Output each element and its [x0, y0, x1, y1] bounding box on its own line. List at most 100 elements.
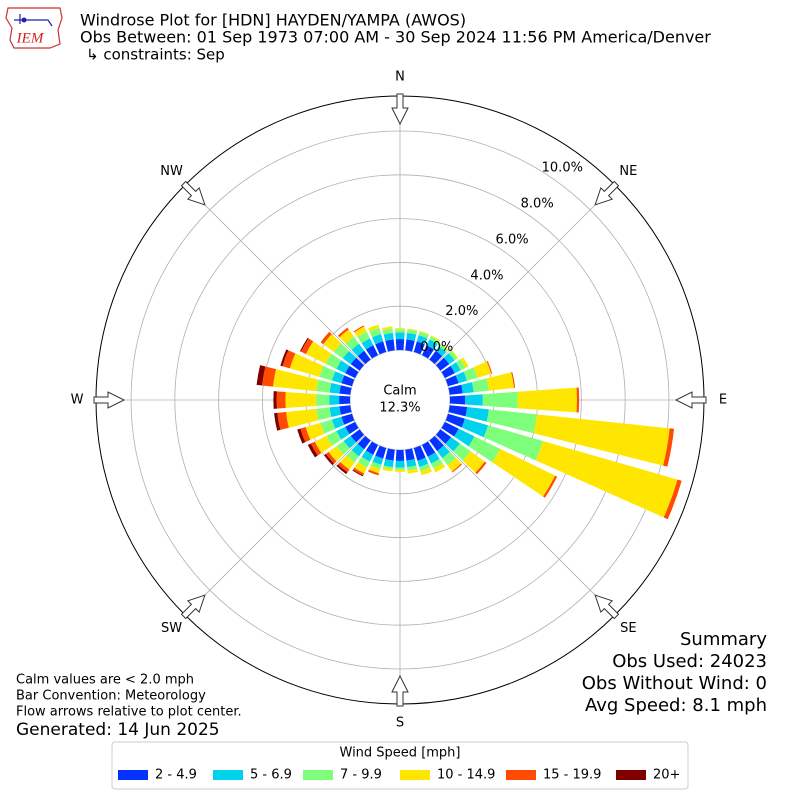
wind-bar	[435, 357, 450, 371]
grid-ring	[130, 130, 670, 670]
wind-bar	[445, 375, 459, 387]
grid-spoke	[435, 435, 616, 616]
wind-bar	[350, 357, 365, 371]
wind-bar	[365, 345, 379, 359]
wind-bar	[453, 443, 471, 461]
wind-bar	[345, 421, 359, 435]
wind-bar	[406, 332, 417, 341]
wind-bar	[353, 467, 365, 476]
wind-bar	[305, 422, 325, 440]
wind-bar	[437, 445, 450, 459]
wind-bar	[300, 427, 311, 443]
wind-bar	[441, 421, 459, 437]
wind-bar	[337, 327, 349, 338]
wind-bar	[333, 343, 350, 359]
wind-bar	[282, 350, 296, 369]
compass-arrow	[391, 93, 409, 126]
wind-bar	[361, 450, 374, 462]
wind-bar	[341, 375, 355, 387]
wind-bar	[285, 392, 317, 408]
legend-swatch	[303, 770, 333, 780]
r-tick-label: 6.0%	[496, 232, 529, 247]
wind-bar	[274, 412, 281, 431]
wind-bar	[448, 384, 463, 395]
wind-bar	[340, 455, 355, 470]
wind-bar	[419, 463, 431, 472]
wind-bar	[395, 467, 405, 470]
grid-spoke	[184, 184, 365, 365]
wind-bar	[329, 382, 341, 394]
wind-bar	[329, 395, 340, 405]
wind-bar	[486, 360, 493, 374]
wind-bar	[475, 461, 487, 475]
wind-bar	[407, 328, 418, 332]
wind-bar	[394, 328, 406, 330]
wind-bar	[319, 365, 336, 381]
compass-arrow	[594, 594, 620, 620]
wind-bar	[357, 456, 370, 468]
summary-line: Obs Used: 24023	[612, 651, 767, 672]
compass-label: SE	[620, 621, 636, 636]
wind-bar	[339, 329, 354, 344]
wind-bar	[383, 465, 393, 470]
wind-bar	[426, 339, 438, 350]
wind-bar	[354, 462, 368, 474]
wind-bar	[326, 431, 342, 446]
wind-bar	[407, 465, 418, 471]
grid-ring	[174, 174, 626, 626]
footnote: Calm values are < 2.0 mph	[16, 673, 194, 688]
compass-label: N	[395, 70, 405, 85]
compass-arrow	[180, 594, 206, 620]
wind-bar	[339, 395, 351, 405]
wind-bar	[324, 453, 335, 466]
wind-bar	[483, 425, 543, 461]
wind-bar	[368, 465, 381, 474]
wind-bar	[433, 463, 446, 473]
wind-bar	[429, 435, 444, 452]
wind-bar	[342, 350, 357, 365]
wind-bar	[341, 413, 355, 425]
wind-bar	[448, 405, 468, 417]
r-tick-label: 10.0%	[542, 161, 583, 176]
wind-bar	[455, 359, 466, 371]
wind-bar	[511, 372, 516, 389]
wind-bar	[455, 371, 468, 384]
wind-bar	[395, 460, 405, 468]
calm-circle	[353, 353, 447, 447]
wind-bar	[405, 448, 415, 461]
wind-bar	[273, 391, 277, 409]
wind-bar	[435, 346, 447, 357]
legend-swatch	[616, 770, 646, 780]
wind-bar	[460, 357, 469, 369]
compass-label: NW	[160, 164, 183, 179]
wind-bar	[395, 449, 405, 461]
compass-label: NE	[619, 164, 637, 179]
legend-swatch	[118, 770, 148, 780]
wind-bar	[372, 334, 384, 345]
wind-bar	[325, 353, 342, 369]
wind-bar	[331, 371, 345, 384]
wind-bar	[331, 416, 345, 429]
wind-bar	[492, 448, 556, 497]
legend-label: 7 - 9.9	[340, 768, 382, 783]
wind-bar	[395, 329, 405, 333]
summary-title: Summary	[680, 629, 767, 650]
wind-bar	[447, 458, 462, 472]
legend-label: 5 - 6.9	[250, 768, 292, 783]
wind-bar	[368, 324, 380, 332]
wind-bar	[445, 437, 460, 452]
wind-bar	[482, 391, 518, 409]
wind-bar	[320, 331, 332, 345]
wind-bar	[310, 441, 322, 456]
wind-bar	[365, 441, 379, 455]
legend-title: Wind Speed [mph]	[340, 746, 461, 761]
wind-bar	[663, 479, 682, 520]
compass-label: W	[71, 393, 84, 408]
wind-bar	[300, 338, 314, 355]
wind-bar	[463, 367, 478, 381]
wind-bar	[305, 341, 332, 364]
r-tick-label: 2.0%	[445, 304, 478, 319]
wind-bar	[473, 361, 492, 378]
wind-bar	[325, 451, 337, 464]
wind-bar	[429, 336, 440, 345]
